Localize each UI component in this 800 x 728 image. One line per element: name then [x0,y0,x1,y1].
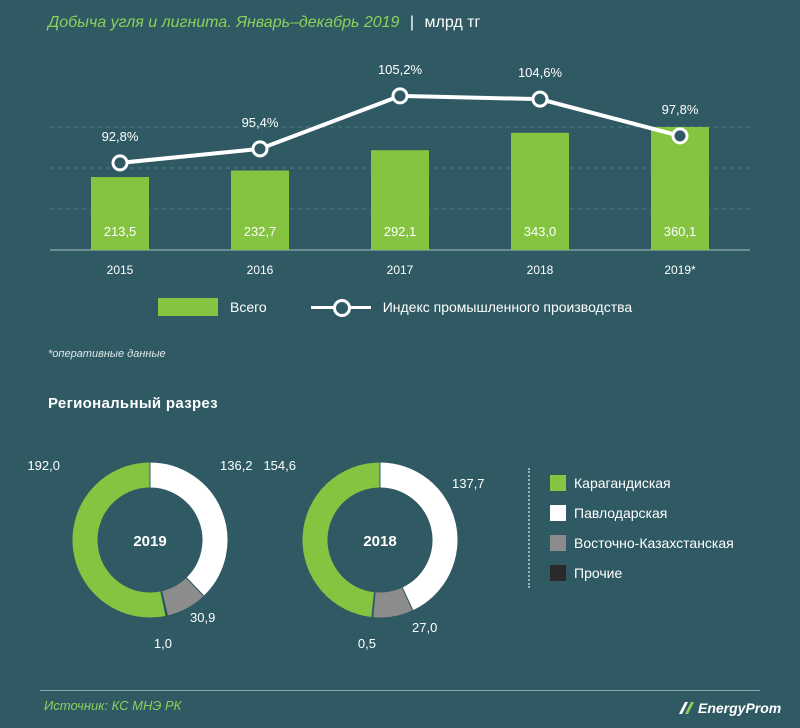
bar-value-label: 360,1 [664,224,697,239]
donut-center-label: 2018 [363,533,396,550]
bar-value-label: 232,7 [244,224,277,239]
x-tick-label: 2019* [664,263,696,277]
index-point [671,127,689,145]
index-value-label: 92,8% [102,129,139,144]
bar-value-label: 213,5 [104,224,137,239]
index-point [391,87,409,105]
donut-segment [71,461,167,619]
index-point [111,154,129,172]
bar-line-chart: 213,5 2015 232,7 2016 292,1 2017 343,0 2018 360,… [50,62,750,277]
brand-icon [679,702,694,714]
donut-segment [160,590,169,617]
x-tick-label: 2015 [107,263,134,277]
bar-value-label: 292,1 [384,224,417,239]
title-unit: млрд тг [424,14,481,31]
x-tick-label: 2017 [387,263,414,277]
donut-value-label: 0,5 [358,636,376,651]
donut-center-label: 2019 [133,533,166,550]
source-note: Источник: КС МНЭ РК [44,698,182,713]
index-value-label: 105,2% [378,62,423,77]
x-tick-label: 2018 [527,263,554,277]
index-value-label: 97,8% [662,102,699,117]
bar [231,170,289,250]
index-value-label: 104,6% [518,65,563,80]
donut-value-label: 27,0 [412,620,437,635]
brand-logo: EnergyProm [678,700,781,716]
region-swatch [550,505,566,521]
legend-bar-swatch [158,298,218,316]
main-legend: Всего Индекс промышленного производства [158,298,633,317]
region-swatch [550,475,566,491]
region-label: Восточно-Казахстанская [574,535,734,551]
donut-value-label: 154,6 [263,458,296,473]
footnote: *оперативные данные [48,348,166,360]
legend-line-swatch [310,298,371,317]
donut-value-label: 30,9 [190,610,215,625]
index-point [251,140,269,158]
region-legend-item: Павлодарская [550,498,800,528]
bar [651,126,709,250]
donut-segment [371,591,376,619]
x-tick-label: 2016 [247,263,274,277]
donut-value-label: 192,0 [27,458,60,473]
bar-value-label: 343,0 [524,224,557,239]
region-legend-item: Карагандиская [550,468,800,498]
region-swatch [550,565,566,581]
brand-name: EnergyProm [698,700,782,716]
index-value-label: 95,4% [242,115,279,130]
region-label: Карагандиская [574,475,671,491]
region-swatch [550,535,566,551]
region-label: Павлодарская [574,505,668,521]
title-main: Добыча угля и лигнита. Январь–декабрь 20… [48,14,400,31]
bar [371,150,429,250]
regional-title: Региональный разрез [48,395,218,412]
bar [91,177,149,250]
title-separator: | [409,14,415,31]
legend-bar-label: Всего [230,299,267,315]
donut-segment [149,461,229,597]
donut-value-label: 1,0 [154,636,172,651]
region-legend-item: Восточно-Казахстанская [550,528,800,558]
donut-segment [379,461,459,612]
bar [511,132,569,250]
footer-divider [40,690,760,691]
legend-line-label: Индекс промышленного производства [382,299,633,315]
index-point [531,90,549,108]
chart-title: Добыча угля и лигнита. Январь–декабрь 20… [48,14,480,32]
region-legend-item: Прочие [550,558,800,588]
donut-segment [301,461,381,619]
region-legend: Карагандиская Павлодарская Восточно-Казахс… [528,468,800,588]
donut-value-label: 136,2 [220,458,253,473]
region-label: Прочие [574,565,623,581]
donut-value-label: 137,7 [452,476,485,491]
